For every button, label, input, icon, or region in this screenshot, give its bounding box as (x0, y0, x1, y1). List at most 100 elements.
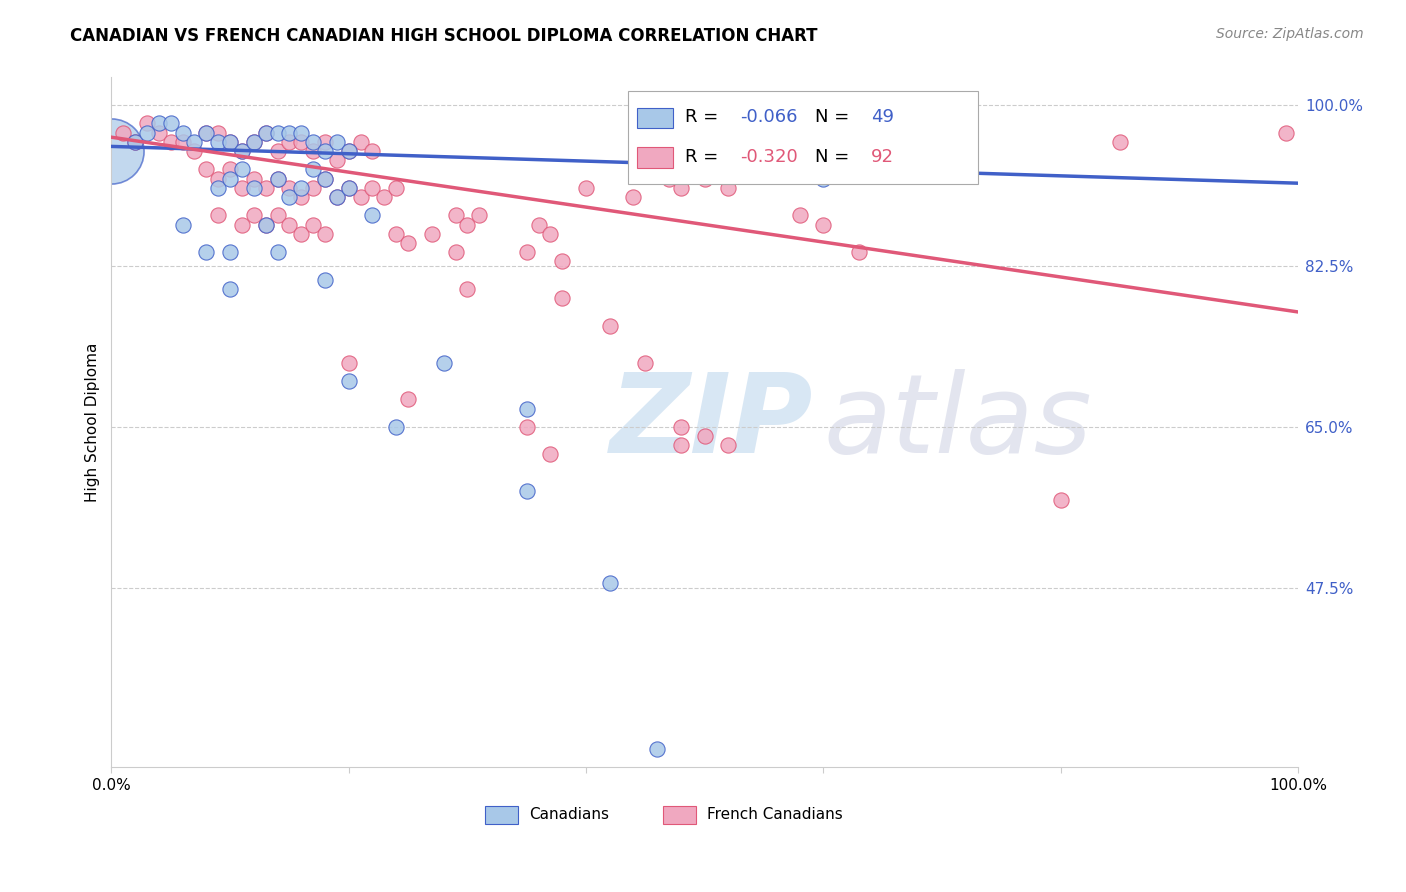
Point (231, 144, 253, 158)
Point (290, 126, 312, 140)
Point (124, 135, 146, 149)
Point (349, 135, 371, 149)
Point (658, 171, 681, 186)
Point (551, 291, 574, 305)
Text: ZIP: ZIP (610, 368, 813, 475)
Point (195, 245, 218, 260)
Point (278, 181, 301, 195)
Point (337, 144, 360, 158)
Point (456, 218, 478, 232)
Point (516, 484, 538, 499)
Point (302, 181, 325, 195)
Point (219, 135, 242, 149)
Point (100, 144, 122, 158)
FancyBboxPatch shape (485, 806, 519, 823)
Point (136, 116, 159, 130)
Point (599, 576, 621, 591)
Point (266, 126, 288, 140)
Point (159, 116, 181, 130)
Text: Source: ZipAtlas.com: Source: ZipAtlas.com (1216, 27, 1364, 41)
Point (136, 126, 159, 140)
Point (266, 171, 288, 186)
Point (314, 227, 336, 241)
Point (645, 741, 668, 756)
Point (254, 218, 277, 232)
Point (373, 190, 395, 204)
Point (207, 181, 229, 195)
Point (337, 181, 360, 195)
Point (231, 218, 253, 232)
Point (349, 190, 371, 204)
Point (538, 227, 561, 241)
Point (231, 144, 253, 158)
Point (776, 153, 799, 168)
FancyBboxPatch shape (627, 91, 977, 185)
Point (326, 190, 349, 204)
Point (314, 273, 336, 287)
Point (254, 126, 277, 140)
Point (314, 171, 336, 186)
Point (599, 318, 621, 333)
Point (207, 126, 229, 140)
Text: R =: R = (685, 109, 724, 127)
Point (219, 162, 242, 177)
Point (433, 355, 456, 369)
Point (752, 162, 775, 177)
Point (468, 208, 491, 222)
Point (551, 254, 574, 268)
Text: N =: N = (815, 109, 855, 127)
Point (1049, 493, 1071, 508)
Point (444, 245, 467, 260)
Point (444, 208, 467, 222)
Point (302, 162, 325, 177)
Point (326, 153, 349, 168)
Point (219, 135, 242, 149)
Point (314, 171, 336, 186)
Point (516, 245, 538, 260)
Point (813, 171, 835, 186)
Point (385, 227, 408, 241)
Point (717, 438, 740, 452)
Point (326, 190, 349, 204)
Point (361, 208, 384, 222)
Point (693, 171, 716, 186)
Point (516, 420, 538, 434)
Point (278, 126, 301, 140)
Text: N =: N = (815, 148, 855, 166)
Point (183, 135, 205, 149)
Point (207, 135, 229, 149)
FancyBboxPatch shape (664, 806, 696, 823)
Point (195, 126, 218, 140)
Point (302, 135, 325, 149)
Point (290, 135, 312, 149)
Point (420, 227, 443, 241)
Point (278, 190, 301, 204)
Point (1275, 126, 1298, 140)
Point (538, 448, 561, 462)
Point (231, 162, 253, 177)
Point (112, 126, 135, 140)
Point (337, 181, 360, 195)
Point (266, 245, 288, 260)
Point (266, 208, 288, 222)
Point (848, 245, 870, 260)
Point (527, 218, 550, 232)
Point (254, 181, 277, 195)
Point (195, 126, 218, 140)
Text: 49: 49 (870, 109, 894, 127)
Point (516, 401, 538, 416)
Text: atlas: atlas (824, 368, 1092, 475)
Point (361, 144, 384, 158)
Point (172, 126, 194, 140)
Point (254, 126, 277, 140)
Point (243, 208, 266, 222)
Point (337, 374, 360, 388)
Text: R =: R = (685, 148, 724, 166)
Point (813, 218, 835, 232)
Point (337, 144, 360, 158)
Point (337, 355, 360, 369)
Point (243, 171, 266, 186)
Point (1109, 135, 1132, 149)
Point (148, 126, 170, 140)
Point (693, 429, 716, 443)
